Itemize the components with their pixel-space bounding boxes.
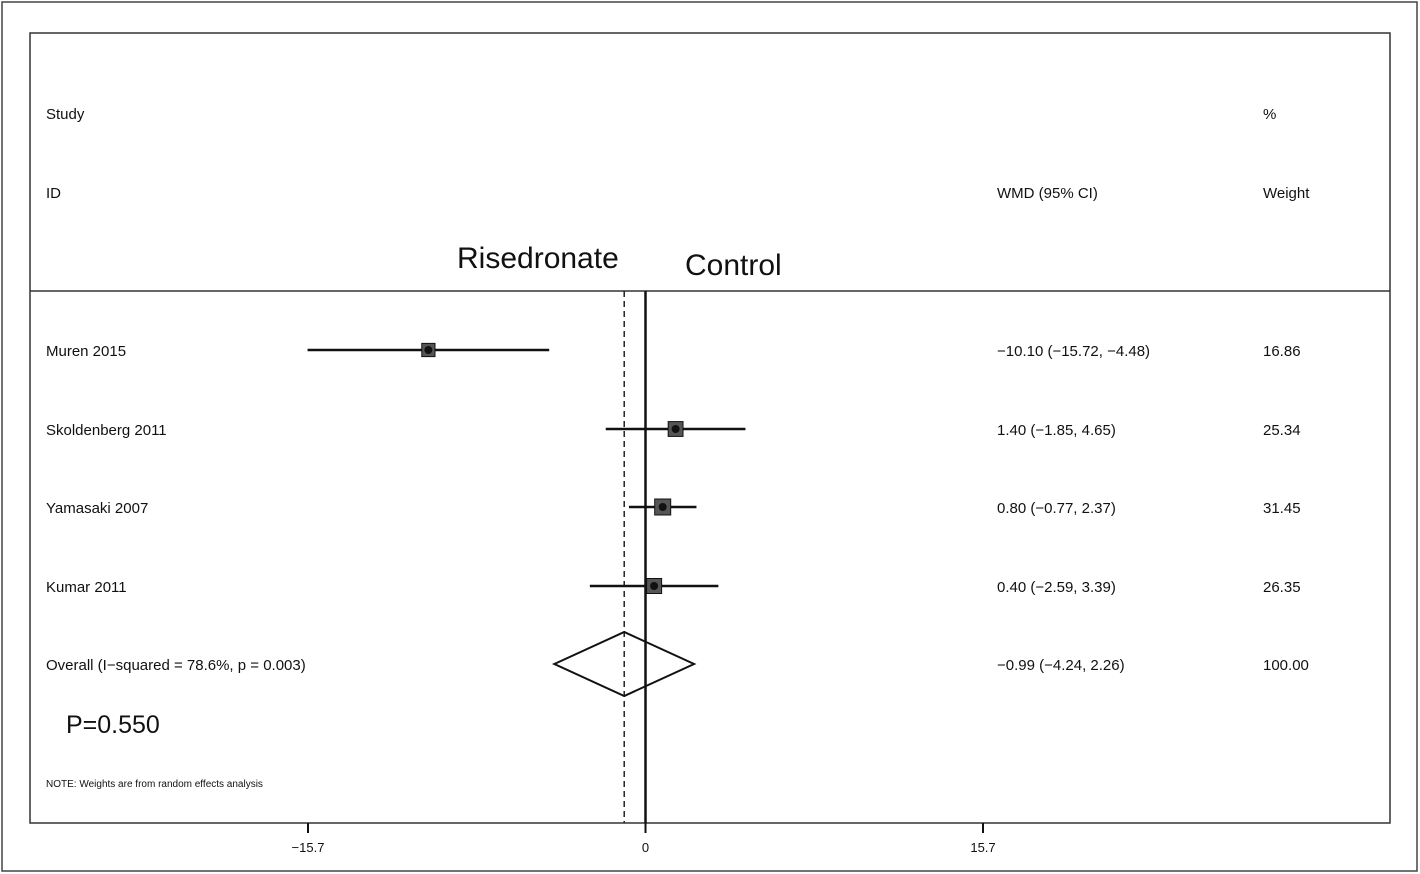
overall-weight-text: 100.00: [1263, 657, 1309, 674]
favors-right-label: Control: [685, 249, 782, 282]
header-effect: WMD (95% CI): [997, 185, 1098, 202]
header-id: ID: [46, 185, 61, 202]
study-name: Skoldenberg 2011: [46, 422, 167, 439]
study-wmd-text: 0.80 (−0.77, 2.37): [997, 500, 1116, 517]
x-tick-label: 0: [642, 840, 649, 855]
study-weight-text: 31.45: [1263, 500, 1301, 517]
study-name: Kumar 2011: [46, 579, 127, 596]
overall-diamond: [551, 630, 697, 698]
study-rows: Muren 2015 −10.10 (−15.72, −4.48) 16.86 Sko…: [46, 342, 1301, 596]
weights-note: NOTE: Weights are from random effects an…: [46, 779, 263, 790]
point-estimate: [658, 503, 667, 511]
study-wmd-text: 0.40 (−2.59, 3.39): [997, 579, 1116, 596]
x-axis: −15.7 0 15.7: [292, 823, 996, 855]
header-study: Study: [46, 106, 85, 123]
p-value-label: P=0.550: [66, 711, 160, 739]
study-wmd-text: 1.40 (−1.85, 4.65): [997, 422, 1116, 439]
x-tick-label: −15.7: [292, 840, 325, 855]
study-weight-text: 16.86: [1263, 343, 1301, 360]
study-name: Yamasaki 2007: [46, 500, 148, 517]
x-tick-label: 15.7: [970, 840, 995, 855]
header-percent: %: [1263, 106, 1276, 123]
point-estimate: [424, 346, 433, 354]
overall-wmd-text: −0.99 (−4.24, 2.26): [997, 657, 1125, 674]
study-weight-text: 26.35: [1263, 579, 1301, 596]
favors-left-label: Risedronate: [457, 242, 619, 275]
point-estimate: [650, 582, 659, 590]
plot-frame: [29, 32, 1391, 824]
study-wmd-text: −10.10 (−15.72, −4.48): [997, 343, 1150, 360]
study-name: Muren 2015: [46, 343, 126, 360]
overall-label: Overall (I−squared = 78.6%, p = 0.003): [46, 657, 306, 674]
header-weight: Weight: [1263, 185, 1310, 202]
point-estimate: [671, 425, 680, 433]
study-weight-text: 25.34: [1263, 422, 1301, 439]
